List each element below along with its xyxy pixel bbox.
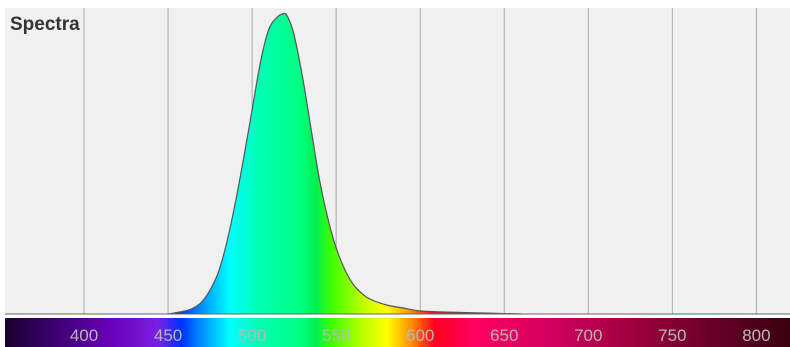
chart-title: Spectra [10, 14, 80, 35]
x-tick-label-650: 650 [490, 326, 518, 345]
x-tick-label-750: 750 [658, 326, 686, 345]
plot-background [5, 8, 790, 314]
x-tick-label-500: 500 [238, 326, 266, 345]
x-tick-label-600: 600 [406, 326, 434, 345]
spectrum-curve [167, 12, 522, 315]
x-tick-label-800: 800 [742, 326, 770, 345]
x-tick-labels: 400 450 500 550 600 650 700 750 800 [70, 326, 771, 345]
wavelength-color-bar [5, 318, 790, 347]
x-tick-label-700: 700 [574, 326, 602, 345]
x-tick-label-450: 450 [154, 326, 182, 345]
x-tick-label-400: 400 [70, 326, 98, 345]
x-tick-label-550: 550 [322, 326, 350, 345]
